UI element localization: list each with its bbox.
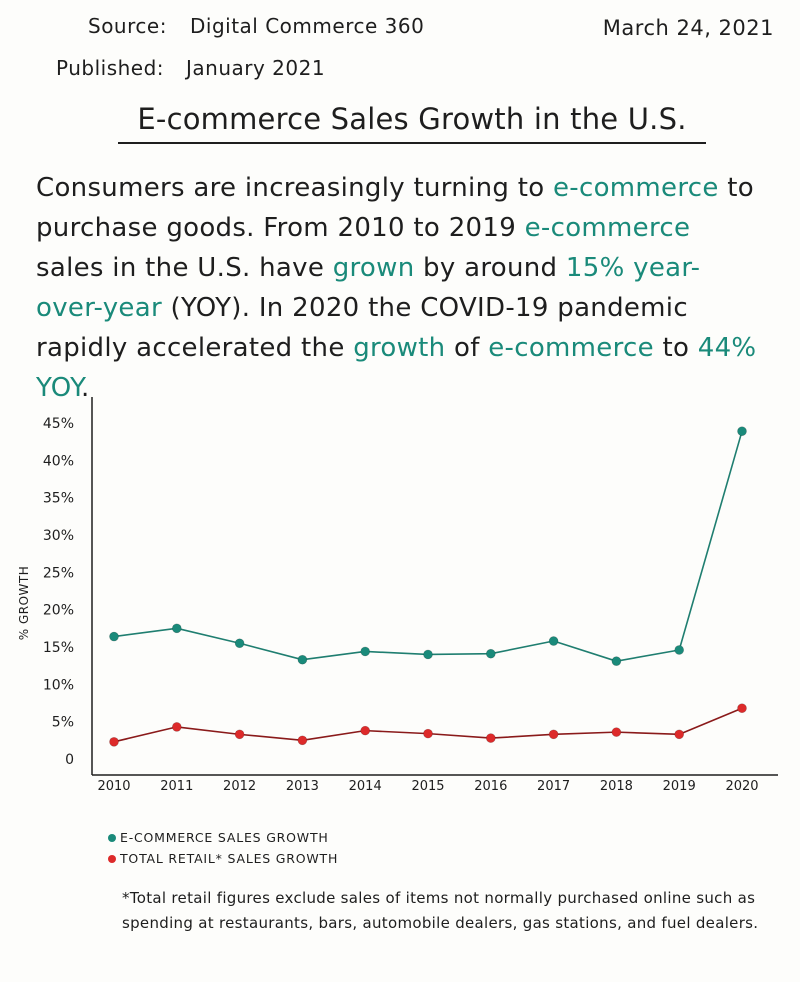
desc-text: to purchase goods. From 2010 to 2019 — [36, 173, 754, 243]
x-tick-label: 2012 — [223, 779, 256, 794]
date: March 24, 2021 — [602, 16, 774, 40]
ecommerce-data-point — [737, 426, 747, 437]
retail-data-point — [485, 733, 496, 743]
y-tick-label: 20% — [43, 603, 74, 619]
ecommerce-data-point — [109, 631, 119, 642]
retail-data-point — [109, 737, 119, 747]
retail-data-point — [611, 727, 622, 737]
legend-ecommerce-label: E-COMMERCE SALES GROWTH — [120, 830, 329, 845]
ecommerce-data-point — [611, 656, 622, 666]
retail-data-point — [674, 729, 685, 740]
legend-item-retail: TOTAL RETAIL* SALES GROWTH — [108, 851, 338, 866]
x-tick-label: 2010 — [97, 779, 130, 794]
y-tick-label: 45% — [43, 416, 74, 432]
source-value: Digital Commerce 360 — [190, 14, 425, 38]
x-tick-label: 2015 — [411, 779, 444, 794]
ecommerce-data-point — [360, 646, 371, 657]
x-tick-label: 2019 — [663, 779, 696, 794]
desc-text: Consumers are increasingly turning to — [36, 173, 553, 203]
x-tick-label: 2013 — [286, 779, 319, 794]
y-tick-label: 25% — [43, 565, 74, 581]
y-tick-label: 0 — [65, 752, 74, 768]
legend-item-ecommerce: E-COMMERCE SALES GROWTH — [108, 830, 338, 845]
y-tick-label: 5% — [52, 715, 74, 731]
retail-data-point — [234, 729, 245, 740]
desc-highlight: e-commerce — [553, 173, 719, 203]
retail-data-point — [423, 728, 433, 739]
y-axis-label: % GROWTH — [17, 566, 31, 641]
ecommerce-data-point — [172, 623, 182, 634]
retail-data-point — [737, 703, 747, 714]
published-value: January 2021 — [186, 56, 326, 80]
desc-highlight: growth — [353, 333, 446, 363]
y-tick-label: 35% — [43, 491, 74, 507]
x-tick-label: 2014 — [349, 779, 382, 794]
retail-data-point — [548, 729, 559, 740]
chart-legend: E-COMMERCE SALES GROWTH TOTAL RETAIL* SA… — [108, 830, 338, 872]
desc-highlight: e-commerce — [524, 213, 691, 243]
desc-text: by around — [414, 253, 566, 283]
ecommerce-data-point — [674, 645, 685, 655]
desc-text: . — [81, 373, 90, 403]
footnote: *Total retail figures exclude sales of i… — [122, 889, 759, 932]
y-tick-label: 10% — [43, 677, 74, 693]
retail-data-point — [360, 725, 371, 736]
desc-highlight: grown — [332, 253, 415, 283]
desc-highlight: e-commerce — [488, 333, 654, 363]
ecommerce-data-point — [548, 636, 559, 646]
ecommerce-data-point — [234, 638, 245, 649]
legend-ecommerce-marker-icon — [108, 833, 116, 842]
retail-data-point — [297, 735, 308, 746]
x-tick-label: 2017 — [537, 779, 570, 794]
growth-line-chart: 0 5% 10% 15% 20% 25% 30% 35% 40% 45% % GROWTH 2010 2… — [17, 397, 778, 794]
desc-highlight: 44% YOY — [36, 333, 757, 403]
ecommerce-data-point — [423, 649, 433, 660]
desc-text: (YOY). In 2020 the COVID-19 pandemic rap… — [36, 293, 688, 363]
desc-text: of — [445, 333, 489, 363]
desc-text: to — [653, 333, 698, 363]
x-tick-label: 2020 — [725, 779, 758, 794]
x-tick-label: 2016 — [474, 779, 507, 794]
legend-retail-marker-icon — [108, 854, 116, 863]
description: Consumers are increasingly turning to e-… — [36, 168, 766, 408]
published-label: Published: — [56, 56, 165, 80]
page-title: E-commerce Sales Growth in the U.S. — [118, 102, 706, 144]
retail-data-point — [172, 722, 182, 732]
x-tick-label: 2011 — [160, 779, 193, 794]
y-tick-label: 30% — [43, 528, 74, 544]
desc-highlight: 15% year-over-year — [36, 253, 701, 323]
ecommerce-data-point — [485, 648, 496, 659]
desc-text: sales in the U.S. have — [36, 253, 333, 283]
source-label: Source: — [88, 14, 167, 38]
x-tick-label: 2018 — [600, 779, 633, 794]
ecommerce-series-line — [113, 430, 743, 662]
y-tick-label: 15% — [43, 640, 74, 656]
legend-retail-label: TOTAL RETAIL* SALES GROWTH — [120, 851, 339, 866]
y-tick-label: 40% — [43, 453, 74, 469]
ecommerce-data-point — [297, 654, 308, 665]
